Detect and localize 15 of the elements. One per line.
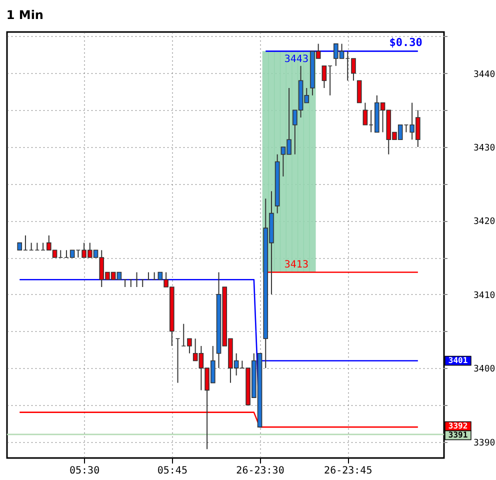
x-tick-label: 05:45: [157, 466, 188, 476]
y-tick-label: 3420: [474, 217, 496, 228]
x-tick-label: 05:30: [69, 466, 100, 476]
chart-title: 1 Min: [6, 8, 44, 22]
ref-line-label: 3391: [448, 430, 468, 440]
y-tick-label: 3440: [474, 70, 496, 80]
y-tick-label: 3410: [474, 290, 496, 301]
text: 3392: [448, 422, 468, 431]
annotation: $0.30: [389, 36, 422, 49]
x-tick-label: 26-23:30: [236, 466, 284, 476]
text: 3401: [448, 356, 468, 366]
y-tick-label: 3430: [474, 143, 496, 154]
y-tick-label: 3400: [474, 364, 496, 375]
x-tick-label: 26-23:45: [324, 466, 372, 476]
y-tick-label: 3390: [474, 438, 496, 448]
